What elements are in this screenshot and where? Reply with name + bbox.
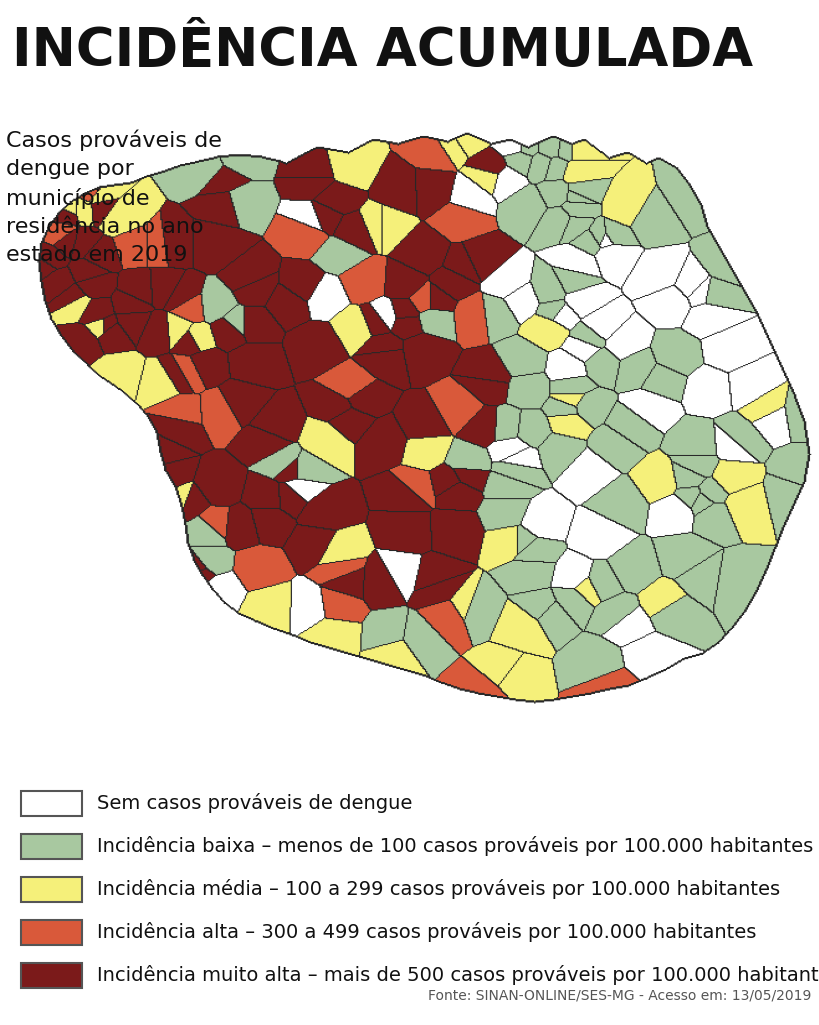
FancyBboxPatch shape [20, 790, 82, 816]
FancyBboxPatch shape [20, 833, 82, 859]
Text: Fonte: SINAN-ONLINE/SES-MG - Acesso em: 13/05/2019: Fonte: SINAN-ONLINE/SES-MG - Acesso em: … [428, 988, 811, 1002]
FancyBboxPatch shape [20, 962, 82, 988]
Text: Incidência muito alta – mais de 500 casos prováveis por 100.000 habitantes: Incidência muito alta – mais de 500 caso… [97, 966, 819, 985]
Text: INCIDÊNCIA ACUMULADA: INCIDÊNCIA ACUMULADA [12, 26, 753, 77]
Text: Incidência alta – 300 a 499 casos prováveis por 100.000 habitantes: Incidência alta – 300 a 499 casos prováv… [97, 922, 755, 942]
Text: Incidência baixa – menos de 100 casos prováveis por 100.000 habitantes: Incidência baixa – menos de 100 casos pr… [97, 836, 812, 856]
Text: Incidência média – 100 a 299 casos prováveis por 100.000 habitantes: Incidência média – 100 a 299 casos prová… [97, 879, 779, 899]
FancyBboxPatch shape [20, 876, 82, 902]
Text: Casos prováveis de
dengue por
município de
residência no ano
estado em 2019: Casos prováveis de dengue por município … [7, 130, 222, 264]
FancyBboxPatch shape [20, 919, 82, 945]
Text: Sem casos prováveis de dengue: Sem casos prováveis de dengue [97, 793, 412, 814]
